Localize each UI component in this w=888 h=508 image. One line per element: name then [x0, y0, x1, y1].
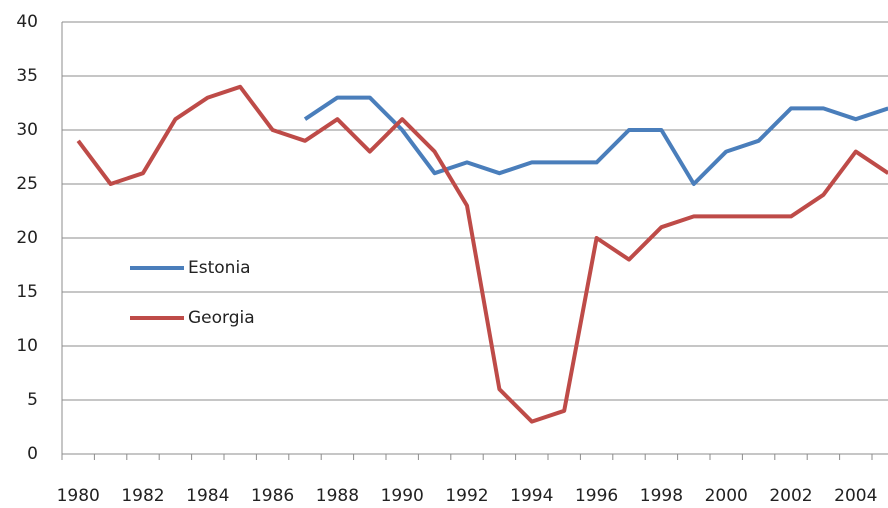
x-tick-label: 1988 [316, 486, 359, 506]
x-tick-label: 1992 [445, 486, 488, 506]
y-tick-label: 10 [16, 336, 38, 356]
series-line [76, 84, 888, 424]
y-tick-label: 40 [16, 12, 38, 32]
legend-label: Estonia [188, 258, 251, 278]
x-tick-label: 1982 [121, 486, 164, 506]
y-tick-label: 35 [16, 66, 38, 86]
y-tick-label: 30 [16, 120, 38, 140]
x-tick-label: 2000 [705, 486, 748, 506]
series-line [303, 95, 888, 186]
y-tick-label: 5 [27, 390, 38, 410]
x-tick-label: 2004 [834, 486, 877, 506]
x-tick-label: 1980 [57, 486, 100, 506]
x-tick-label: 1984 [186, 486, 229, 506]
x-tick-label: 1994 [510, 486, 553, 506]
y-tick-label: 20 [16, 228, 38, 248]
x-tick-label: 1990 [381, 486, 424, 506]
x-tick-label: 1996 [575, 486, 618, 506]
x-tick-label: 1998 [640, 486, 683, 506]
y-tick-label: 15 [16, 282, 38, 302]
x-tick-label: 1986 [251, 486, 294, 506]
legend-label: Georgia [188, 308, 255, 328]
y-tick-label: 0 [27, 444, 38, 464]
y-tick-label: 25 [16, 174, 38, 194]
x-tick-label: 2002 [769, 486, 812, 506]
